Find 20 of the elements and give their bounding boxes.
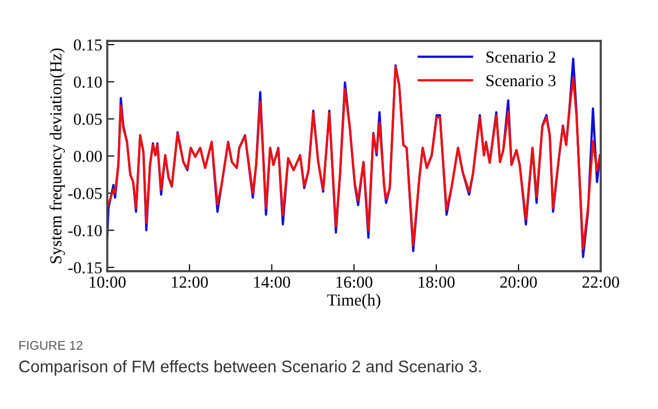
legend-label: Scenario 3 — [486, 75, 556, 86]
caption: FIGURE 12 — [19, 340, 82, 350]
text: Comparison of FM effects between Scenario 2 and Scenario 3. — [19, 360, 481, 376]
y-tick-label: -0.15 — [68, 262, 102, 274]
y-tick-label: 0.00 — [74, 150, 102, 162]
x-tick-label: 18:00 — [418, 276, 455, 288]
x-tick-label: 22:00 — [582, 276, 620, 288]
x-tick-label: 16:00 — [336, 276, 372, 288]
x-tick-label: 14:00 — [254, 276, 290, 288]
y-axis-title: System frequency deviation(Hz) — [50, 48, 65, 264]
y-tick-label: -0.05 — [68, 188, 102, 200]
x-tick-label: 20:00 — [500, 276, 537, 288]
y-tick-label: 0.05 — [74, 114, 102, 125]
x-tick-label: 10:00 — [90, 276, 126, 288]
y-tick-label: 0.15 — [74, 39, 102, 51]
x-tick-label: 12:00 — [172, 276, 208, 288]
y-tick-label: 0.10 — [74, 76, 102, 88]
legend-label: Scenario 2 — [486, 52, 556, 63]
x-axis-title: Time(h) — [327, 294, 380, 310]
y-tick-label: -0.10 — [68, 225, 102, 236]
